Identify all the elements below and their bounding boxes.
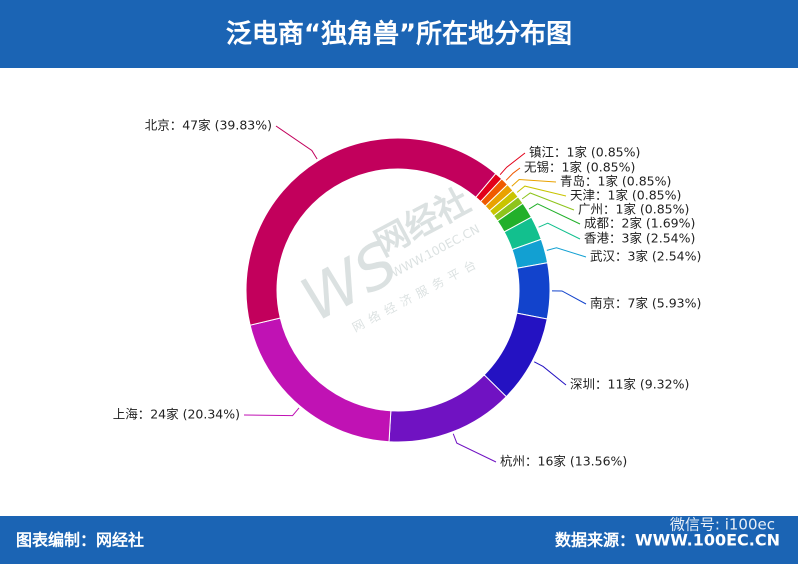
slice-label: 广州：1家 (0.85%) xyxy=(578,202,689,217)
slice xyxy=(245,137,497,326)
header-bar xyxy=(0,0,798,68)
slice-label: 无锡：1家 (0.85%) xyxy=(524,160,635,175)
footer-bar xyxy=(0,516,798,564)
footer-left: 图表编制：网经社 xyxy=(16,531,144,550)
watermark: WS 网经社 WWW.100EC.CN 网络经济服务平台 xyxy=(290,181,484,336)
slice-label: 南京：7家 (5.93%) xyxy=(590,296,701,311)
leader-line xyxy=(499,152,526,176)
slice-label: 镇江：1家 (0.85%) xyxy=(529,145,640,160)
slice xyxy=(388,374,507,443)
leader-line xyxy=(551,290,587,305)
chart-title: 泛电商“独角兽”所在地分布图 xyxy=(226,19,572,50)
leader-line xyxy=(516,185,567,197)
leader-line xyxy=(243,407,300,417)
slice-label: 成都：2家 (1.69%) xyxy=(584,216,695,231)
slice-label: 北京：47家 (39.83%) xyxy=(145,118,272,133)
leader-line xyxy=(452,433,497,463)
plot: 镇江：1家 (0.85%)无锡：1家 (0.85%)青岛：1家 (0.85%)天… xyxy=(113,118,702,469)
slice-label: 武汉：3家 (2.54%) xyxy=(590,249,701,264)
slice-label: 杭州：16家 (13.56%) xyxy=(500,454,627,469)
slice-label: 上海：24家 (20.34%) xyxy=(113,407,240,422)
leader-line xyxy=(521,192,575,211)
slice-label: 青岛：1家 (0.85%) xyxy=(560,174,671,189)
leader-line xyxy=(528,203,581,225)
slice-label: 深圳：11家 (9.32%) xyxy=(570,377,689,392)
wechat-id: 微信号: i100ec xyxy=(670,516,775,534)
leader-line xyxy=(538,222,581,240)
leader-line xyxy=(511,178,557,187)
slice xyxy=(249,317,392,443)
leader-line xyxy=(505,167,521,181)
leader-line xyxy=(533,361,567,386)
leader-line xyxy=(546,247,587,258)
slice xyxy=(516,262,551,320)
footer-right: 数据来源：WWW.100EC.CN xyxy=(555,531,780,550)
slice-label: 香港：3家 (2.54%) xyxy=(584,231,695,246)
slice-label: 天津：1家 (0.85%) xyxy=(570,188,681,203)
leader-line xyxy=(275,125,318,160)
